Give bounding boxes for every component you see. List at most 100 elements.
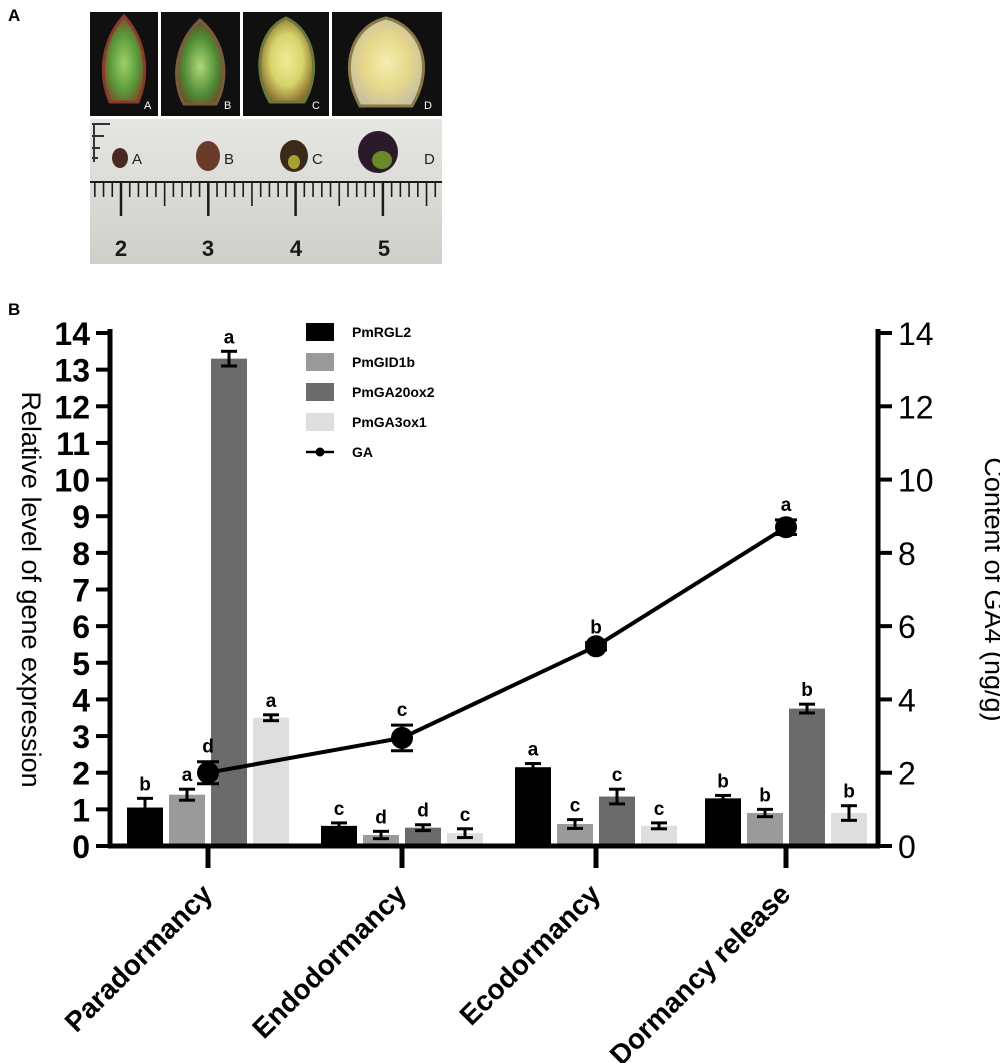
ruler-label-c: C — [312, 151, 323, 168]
legend-label-pmrgl2: PmRGL2 — [352, 324, 411, 340]
left-y-tick-label: 7 — [72, 573, 90, 609]
ruler-bud-c-tip — [288, 155, 300, 169]
ruler-ticks — [90, 181, 442, 216]
x-tick-label: Paradormancy — [59, 878, 219, 1038]
significance-letter-pmrgl2: b — [717, 771, 729, 792]
right-y-axis-title: Content of GA4 (ng/g) — [979, 457, 1000, 721]
legend-label-pmga20ox2: PmGA20ox2 — [352, 384, 435, 400]
legend-swatch-ga-point — [315, 447, 325, 457]
ruler-number-4: 4 — [290, 236, 303, 261]
left-y-tick-label: 8 — [72, 536, 90, 572]
ga-point — [391, 726, 413, 749]
left-y-tick-label: 1 — [72, 792, 90, 828]
legend-label-ga: GA — [352, 444, 373, 460]
significance-letter-pmga3ox1: c — [460, 805, 471, 826]
ga-point — [775, 516, 797, 539]
bar-pmga20ox2-dormancy-release — [789, 708, 825, 846]
bar-pmrgl2-endodormancy — [321, 825, 357, 846]
x-tick-label: Dormancy release — [604, 878, 797, 1063]
significance-letter-pmrgl2: c — [334, 799, 345, 820]
significance-letter-pmgid1b: b — [759, 785, 771, 806]
right-y-tick-label: 0 — [898, 829, 916, 865]
ga-significance-letter: d — [202, 737, 214, 758]
right-y-tick-label: 6 — [898, 609, 916, 645]
right-y-tick-label: 12 — [898, 389, 934, 425]
bar-pmga3ox1-ecodormancy — [641, 825, 677, 846]
significance-letter-pmga3ox1: b — [843, 782, 855, 803]
right-y-tick-label: 2 — [898, 756, 916, 792]
left-y-tick-label: 9 — [72, 499, 90, 535]
ruler-label-a: A — [132, 151, 142, 168]
bud-d — [347, 16, 425, 108]
right-y-tick-label: 4 — [898, 682, 916, 718]
significance-letter-pmga20ox2: d — [417, 801, 429, 822]
x-tick-label: Endodormancy — [246, 878, 412, 1044]
panel-a-label: A — [8, 6, 21, 25]
panel-b-label: B — [8, 300, 21, 319]
legend-label-pmgid1b: PmGID1b — [352, 354, 415, 370]
left-y-tick-label: 4 — [72, 682, 90, 718]
bar-pmrgl2-dormancy-release — [705, 798, 741, 846]
ruler-number-5: 5 — [378, 236, 390, 261]
bar-pmga20ox2-endodormancy — [405, 827, 441, 846]
left-y-tick-label: 14 — [54, 316, 90, 352]
bud-photo-label-b: B — [224, 100, 231, 112]
right-y-tick-label: 8 — [898, 536, 916, 572]
significance-letter-pmga3ox1: c — [654, 799, 665, 820]
legend-swatch-pmga3ox1 — [306, 413, 334, 431]
ga-point — [197, 761, 219, 784]
ruler-corner-marks — [92, 123, 110, 162]
ruler-label-d: D — [424, 151, 435, 168]
bar-pmgid1b-endodormancy — [363, 835, 399, 846]
x-tick-label: Ecodormancy — [453, 878, 606, 1031]
significance-letter-pmgid1b: c — [570, 796, 581, 817]
ruler-bud-b — [196, 141, 220, 171]
legend-swatch-pmgid1b — [306, 353, 334, 371]
left-y-tick-label: 11 — [56, 426, 90, 462]
left-y-axis-title: Relative level of gene expression — [16, 391, 46, 787]
bar-pmga3ox1-endodormancy — [447, 833, 483, 846]
significance-letter-pmgid1b: d — [375, 807, 387, 828]
bud-photo-panel: A B C D A B C D 2 3 4 5 — [90, 12, 442, 264]
ruler-number-2: 2 — [115, 236, 127, 261]
significance-letter-pmga20ox2: c — [612, 765, 623, 786]
right-y-tick-label: 14 — [898, 316, 934, 352]
ruler-number-3: 3 — [202, 236, 214, 261]
significance-letter-pmga3ox1: a — [266, 691, 277, 712]
left-y-tick-label: 5 — [72, 646, 90, 682]
significance-letter-pmgid1b: a — [182, 765, 193, 786]
legend-swatch-pmrgl2 — [306, 323, 334, 341]
bud-a — [101, 13, 147, 104]
left-y-tick-label: 13 — [54, 353, 90, 389]
ga-significance-letter: c — [397, 700, 408, 721]
left-y-tick-label: 0 — [72, 829, 90, 865]
significance-letter-pmrgl2: b — [139, 774, 151, 795]
bar-pmgid1b-dormancy-release — [747, 813, 783, 846]
bud-b — [175, 18, 226, 106]
bar-pmgid1b-paradormancy — [169, 794, 205, 846]
ga-line — [207, 525, 788, 775]
left-y-tick-label: 10 — [54, 463, 90, 499]
bud-photo-label-c: C — [312, 100, 320, 112]
ruler-bud-d-green — [372, 151, 392, 169]
left-y-tick-label: 2 — [72, 756, 90, 792]
ga-significance-letter: b — [590, 618, 602, 639]
ga-point — [585, 635, 607, 658]
right-y-tick-label: 10 — [898, 463, 934, 499]
legend-label-pmga3ox1: PmGA3ox1 — [352, 414, 427, 430]
ruler-label-b: B — [224, 151, 234, 168]
left-y-tick-label: 6 — [72, 609, 90, 645]
ga-line-marks: d c b a — [197, 495, 797, 786]
legend-swatch-pmga20ox2 — [306, 383, 334, 401]
ruler-bud-a — [112, 148, 128, 168]
left-y-tick-label: 12 — [54, 389, 90, 425]
significance-letter-pmga20ox2: b — [801, 680, 813, 701]
chart-legend: PmRGL2 PmGID1b PmGA20ox2 PmGA3ox1 GA — [306, 323, 435, 460]
bar-pmgid1b-ecodormancy — [557, 824, 593, 846]
bar-pmrgl2-ecodormancy — [515, 767, 551, 846]
bud-photo-label-d: D — [424, 100, 432, 112]
significance-letter-pmga20ox2: a — [224, 327, 235, 348]
bud-photo-label-a: A — [144, 100, 152, 112]
